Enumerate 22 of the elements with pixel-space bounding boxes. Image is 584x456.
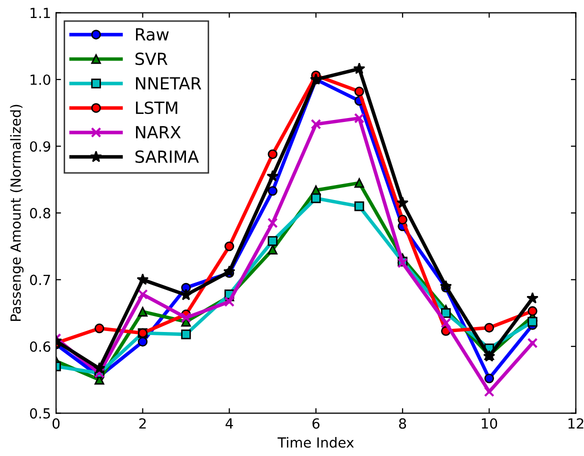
y-tick-label: 1.0 (30, 74, 50, 85)
legend-label: LSTM (136, 101, 178, 114)
x-tick-label: 2 (139, 418, 146, 429)
legend-label: SARIMA (135, 150, 199, 163)
x-tick-label: 8 (399, 418, 406, 429)
y-tick-label: 0.8 (30, 208, 50, 218)
y-tick-label: 0.5 (30, 408, 50, 419)
legend-label: NARX (136, 126, 181, 138)
y-tick-label: 0.6 (30, 341, 50, 352)
legend-label: Raw (136, 28, 169, 41)
x-tick-label: 12 (568, 418, 584, 429)
y-tick-label: 0.7 (30, 274, 50, 286)
x-axis-title: Time Index (278, 436, 354, 448)
x-tick-label: 0 (52, 418, 60, 429)
x-tick-label: 4 (226, 418, 233, 429)
legend-label: NNETAR (136, 77, 202, 90)
y-tick-label: 0.9 (30, 141, 50, 152)
x-tick-label: 10 (482, 418, 498, 429)
y-tick-label: 1.1 (30, 8, 50, 18)
legend-label: SVR (135, 52, 168, 66)
x-tick-label: 6 (312, 418, 320, 429)
y-axis-title: Passenge Amount (Normalized) (10, 104, 24, 321)
